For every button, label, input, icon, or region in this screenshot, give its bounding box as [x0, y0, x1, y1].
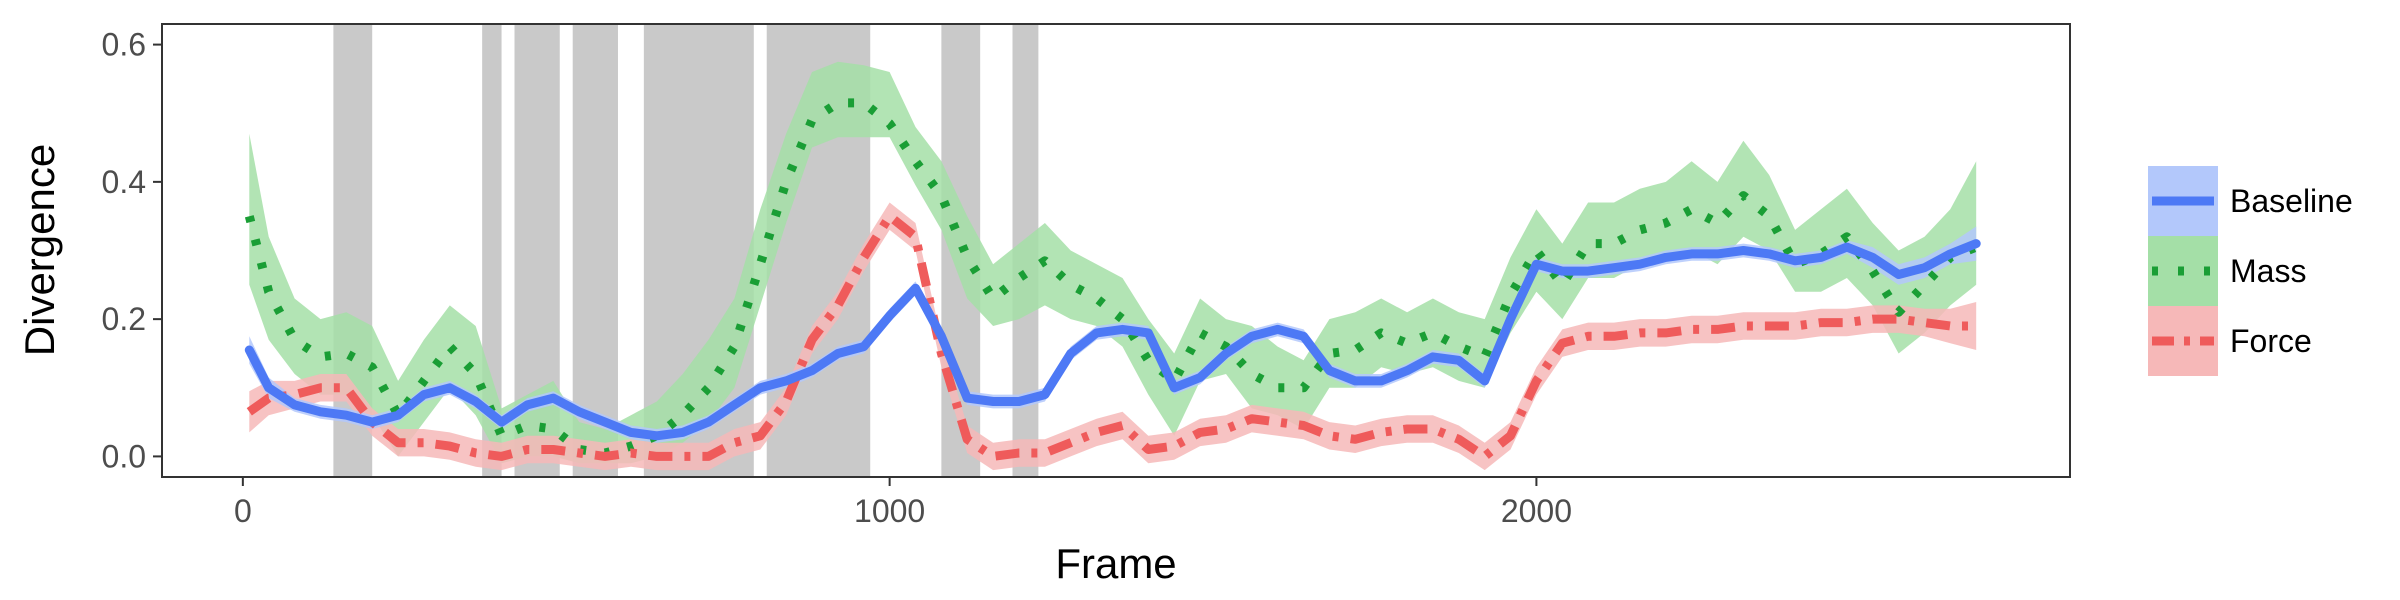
legend-item-mass: Mass	[2148, 236, 2306, 306]
y-axis-title: Divergence	[16, 144, 63, 356]
mass-line	[244, 98, 1978, 458]
legend-label: Baseline	[2230, 183, 2353, 219]
x-axis: 0 1000 2000	[234, 477, 1572, 529]
legend-item-force: Force	[2148, 306, 2312, 376]
y-tick-label: 0.4	[102, 164, 146, 200]
legend-item-baseline: Baseline	[2148, 166, 2353, 236]
y-tick-label: 0.2	[102, 301, 146, 337]
y-tick-label: 0.6	[102, 27, 146, 63]
shaded-interval-4	[572, 24, 618, 477]
x-tick-label: 2000	[1501, 493, 1572, 529]
y-axis: 0.0 0.2 0.4 0.6	[102, 27, 162, 474]
legend: Baseline Mass Force	[2148, 166, 2353, 376]
force-line	[246, 211, 1977, 461]
baseline-line	[244, 239, 1981, 441]
legend-label: Force	[2230, 323, 2312, 359]
x-tick-label: 1000	[854, 493, 925, 529]
x-axis-title: Frame	[1055, 540, 1176, 587]
plot-panel-border	[161, 23, 2071, 478]
y-tick-label: 0.0	[102, 438, 146, 474]
x-tick-label: 0	[234, 493, 252, 529]
series-lines	[244, 98, 1981, 461]
legend-label: Mass	[2230, 253, 2306, 289]
